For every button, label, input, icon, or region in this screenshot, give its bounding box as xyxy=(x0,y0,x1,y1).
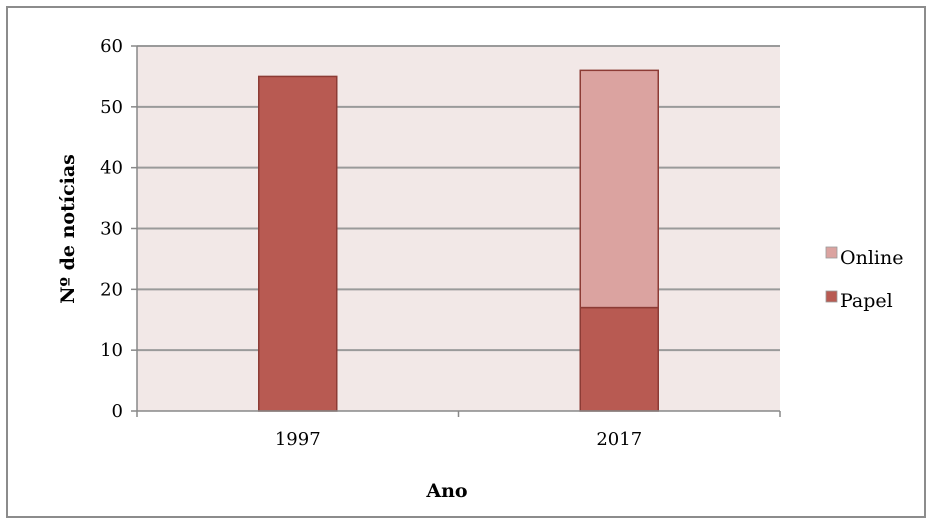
y-axis-title: Nº de notícias xyxy=(57,154,79,304)
legend-swatch-papel xyxy=(825,290,838,303)
legend-swatch-online xyxy=(825,246,838,259)
y-tick-label: 30 xyxy=(100,219,123,240)
y-tick-labels: 0 10 20 30 40 50 60 xyxy=(100,36,137,422)
y-tick-label: 0 xyxy=(112,401,123,422)
y-tick-label: 60 xyxy=(100,36,123,57)
legend-label-papel: Papel xyxy=(840,290,893,312)
legend-label-online: Online xyxy=(840,247,903,269)
y-tick-label: 10 xyxy=(100,340,123,361)
x-tick-label: 2017 xyxy=(596,429,642,450)
x-tick-labels: 1997 2017 xyxy=(136,411,781,450)
bar-papel-1997 xyxy=(258,75,338,412)
legend: Online Papel xyxy=(825,246,903,312)
bar-papel-2017 xyxy=(579,306,659,412)
gridlines xyxy=(137,45,780,352)
x-tick-label: 1997 xyxy=(275,429,321,450)
x-axis-title: Ano xyxy=(425,480,467,502)
y-tick-label: 20 xyxy=(100,279,123,300)
y-tick-label: 40 xyxy=(100,158,123,179)
bars xyxy=(258,69,659,412)
y-tick-label: 50 xyxy=(100,97,123,118)
bar-online-2017 xyxy=(579,69,659,309)
